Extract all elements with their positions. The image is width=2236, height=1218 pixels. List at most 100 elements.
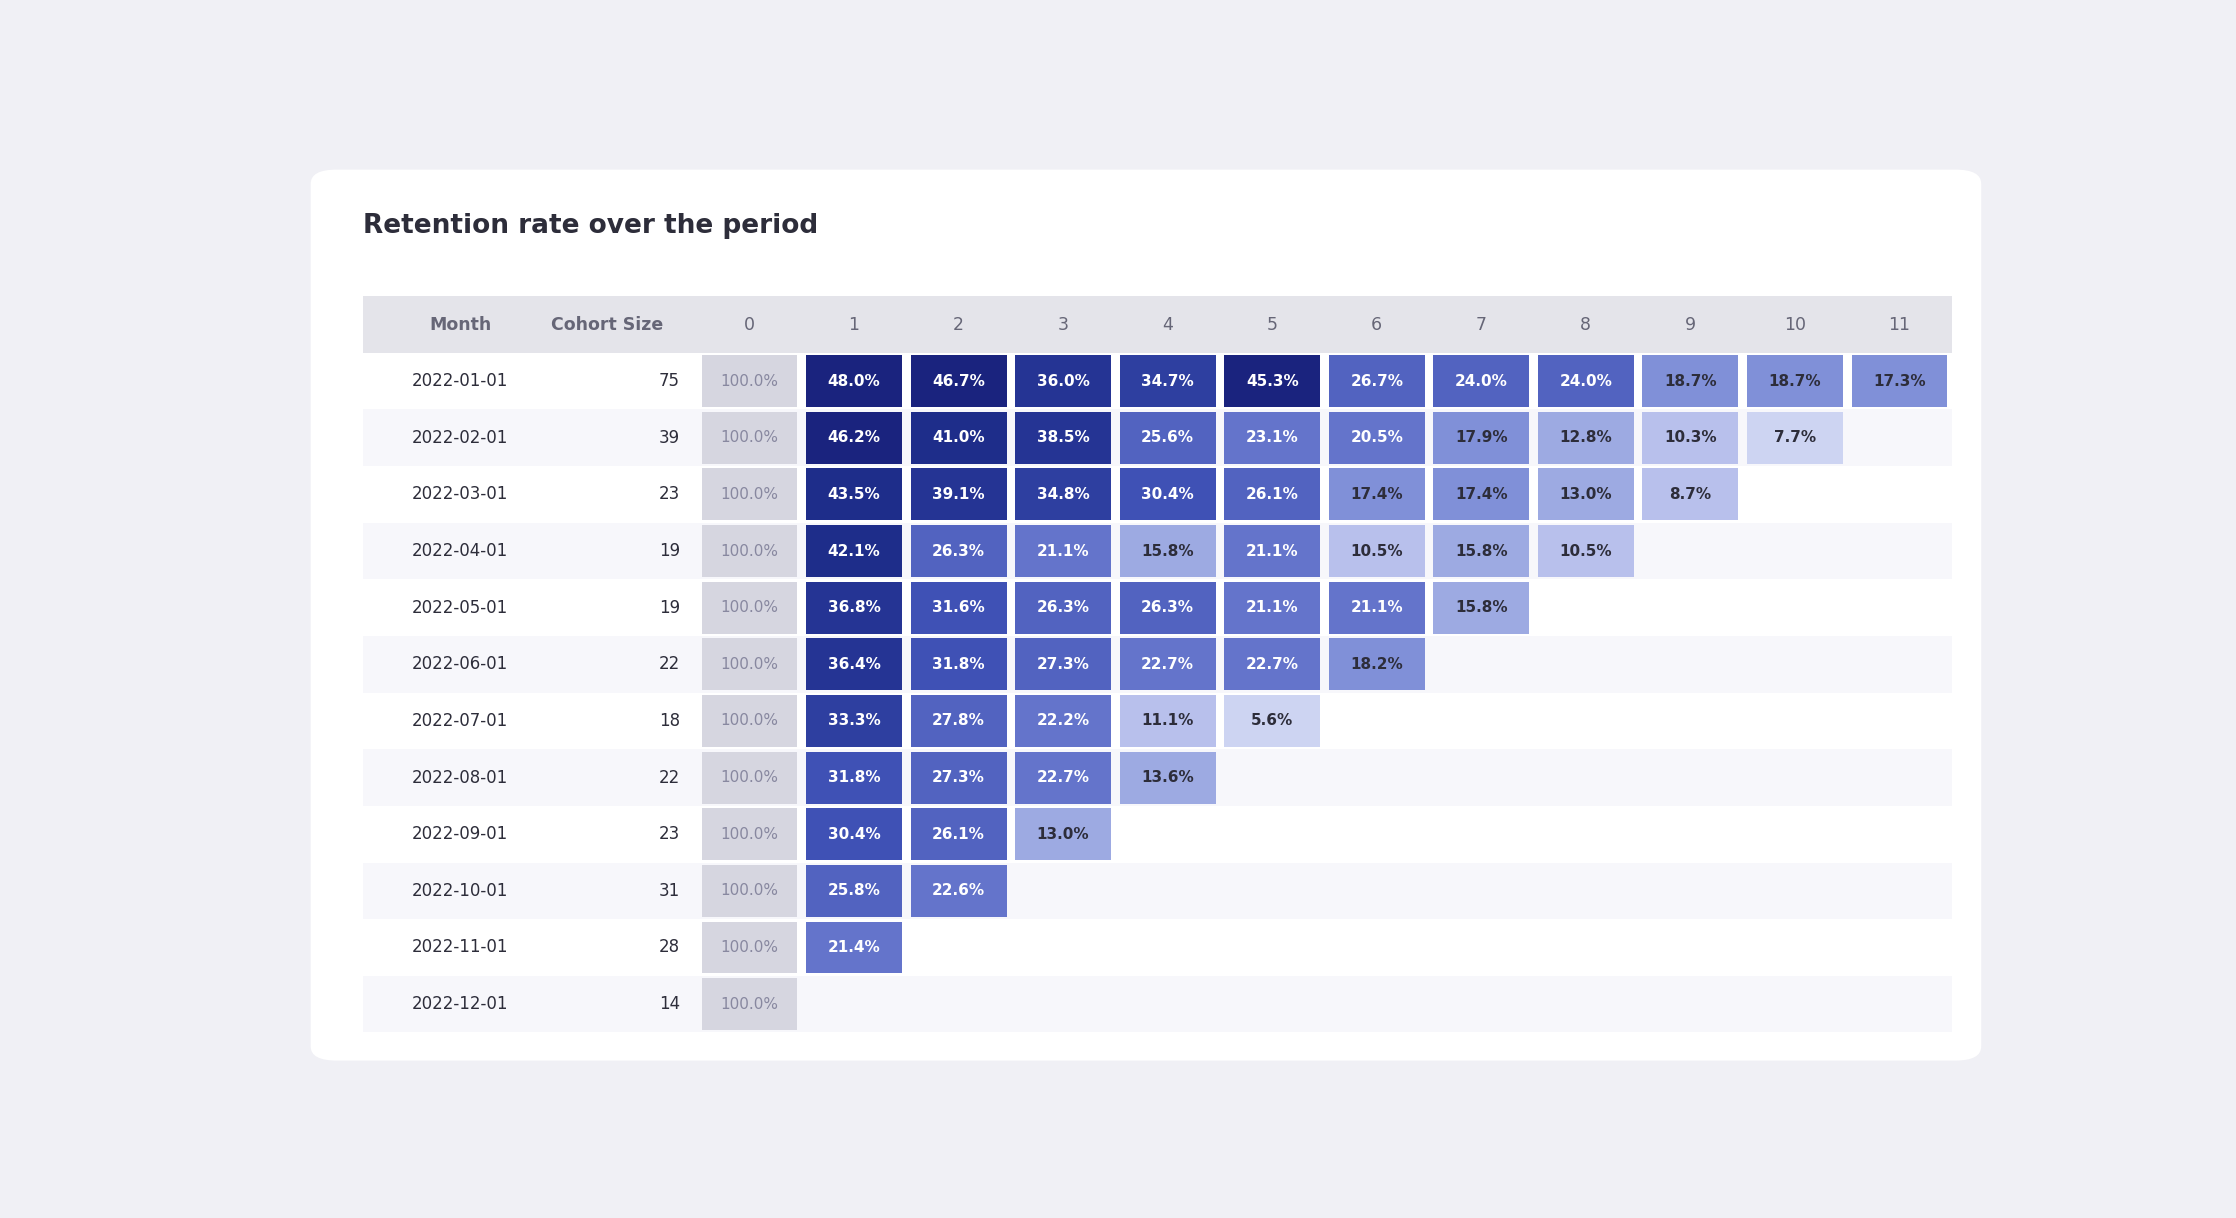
Text: 21.4%: 21.4% bbox=[827, 940, 881, 955]
Text: 17.3%: 17.3% bbox=[1874, 374, 1925, 389]
Text: 31.6%: 31.6% bbox=[932, 600, 984, 615]
Bar bbox=[1225, 356, 1319, 407]
Text: 10.3%: 10.3% bbox=[1664, 430, 1717, 446]
Text: 100.0%: 100.0% bbox=[720, 996, 778, 1012]
Text: 46.7%: 46.7% bbox=[932, 374, 986, 389]
Text: 2022-09-01: 2022-09-01 bbox=[411, 826, 508, 843]
Text: 18.2%: 18.2% bbox=[1351, 657, 1404, 672]
Text: 2: 2 bbox=[953, 315, 964, 334]
Bar bbox=[1538, 525, 1635, 577]
Text: 46.2%: 46.2% bbox=[827, 430, 881, 446]
Text: 14: 14 bbox=[660, 995, 680, 1013]
Bar bbox=[807, 582, 901, 633]
Text: 18.7%: 18.7% bbox=[1664, 374, 1717, 389]
Text: 15.8%: 15.8% bbox=[1456, 543, 1507, 559]
Bar bbox=[910, 638, 1006, 691]
Text: 48.0%: 48.0% bbox=[827, 374, 881, 389]
Text: 8: 8 bbox=[1581, 315, 1592, 334]
Bar bbox=[702, 582, 798, 633]
Text: 8.7%: 8.7% bbox=[1670, 487, 1711, 502]
Bar bbox=[1015, 469, 1111, 520]
Bar bbox=[1746, 356, 1842, 407]
Text: 2022-10-01: 2022-10-01 bbox=[411, 882, 508, 900]
Text: 15.8%: 15.8% bbox=[1456, 600, 1507, 615]
Text: 2022-04-01: 2022-04-01 bbox=[411, 542, 508, 560]
Text: 11.1%: 11.1% bbox=[1143, 714, 1194, 728]
Text: 2022-05-01: 2022-05-01 bbox=[411, 599, 508, 616]
Bar bbox=[910, 582, 1006, 633]
Text: 5.6%: 5.6% bbox=[1252, 714, 1292, 728]
Text: 26.1%: 26.1% bbox=[932, 827, 986, 842]
Text: 27.3%: 27.3% bbox=[1038, 657, 1089, 672]
Text: 100.0%: 100.0% bbox=[720, 543, 778, 559]
Text: 41.0%: 41.0% bbox=[932, 430, 984, 446]
Text: 43.5%: 43.5% bbox=[827, 487, 881, 502]
Bar bbox=[1328, 525, 1424, 577]
Text: 17.9%: 17.9% bbox=[1456, 430, 1507, 446]
Text: 100.0%: 100.0% bbox=[720, 940, 778, 955]
Bar bbox=[702, 809, 798, 860]
Text: Retention rate over the period: Retention rate over the period bbox=[362, 213, 818, 239]
Text: 33.3%: 33.3% bbox=[827, 714, 881, 728]
Bar bbox=[1225, 582, 1319, 633]
Bar bbox=[1643, 412, 1737, 464]
Bar bbox=[807, 922, 901, 973]
Bar bbox=[1851, 356, 1948, 407]
Bar bbox=[702, 978, 798, 1030]
Text: 26.3%: 26.3% bbox=[1140, 600, 1194, 615]
Bar bbox=[1120, 525, 1216, 577]
Text: 5: 5 bbox=[1268, 315, 1277, 334]
Bar bbox=[1015, 638, 1111, 691]
Text: 10.5%: 10.5% bbox=[1351, 543, 1402, 559]
Bar bbox=[910, 469, 1006, 520]
Bar bbox=[1643, 356, 1737, 407]
Text: 6: 6 bbox=[1371, 315, 1382, 334]
Text: 2022-03-01: 2022-03-01 bbox=[411, 486, 508, 503]
Bar bbox=[1225, 469, 1319, 520]
Bar bbox=[1538, 356, 1635, 407]
Bar bbox=[1328, 356, 1424, 407]
Bar bbox=[1538, 469, 1635, 520]
Text: 26.3%: 26.3% bbox=[1038, 600, 1089, 615]
Bar bbox=[807, 412, 901, 464]
Text: 10: 10 bbox=[1784, 315, 1807, 334]
Text: 38.5%: 38.5% bbox=[1038, 430, 1089, 446]
Text: 21.1%: 21.1% bbox=[1351, 600, 1402, 615]
Bar bbox=[702, 638, 798, 691]
Text: 19: 19 bbox=[660, 542, 680, 560]
Bar bbox=[1225, 638, 1319, 691]
Text: 36.4%: 36.4% bbox=[827, 657, 881, 672]
Text: 26.1%: 26.1% bbox=[1245, 487, 1299, 502]
Text: 13.0%: 13.0% bbox=[1558, 487, 1612, 502]
Bar bbox=[1225, 525, 1319, 577]
Bar bbox=[1433, 412, 1529, 464]
Bar bbox=[807, 356, 901, 407]
Text: 2022-01-01: 2022-01-01 bbox=[411, 373, 508, 390]
Text: 100.0%: 100.0% bbox=[720, 714, 778, 728]
Bar bbox=[1120, 582, 1216, 633]
Bar bbox=[1120, 638, 1216, 691]
Bar bbox=[702, 922, 798, 973]
Bar bbox=[807, 638, 901, 691]
Bar bbox=[1120, 695, 1216, 747]
Text: 100.0%: 100.0% bbox=[720, 600, 778, 615]
Text: 11: 11 bbox=[1889, 315, 1910, 334]
Text: 27.3%: 27.3% bbox=[932, 770, 986, 786]
Bar bbox=[1015, 356, 1111, 407]
Bar bbox=[1015, 525, 1111, 577]
Text: 34.7%: 34.7% bbox=[1140, 374, 1194, 389]
Bar bbox=[1015, 752, 1111, 804]
Text: 22: 22 bbox=[660, 655, 680, 674]
Text: 19: 19 bbox=[660, 599, 680, 616]
Bar bbox=[910, 525, 1006, 577]
Text: 2022-07-01: 2022-07-01 bbox=[411, 713, 508, 730]
Bar bbox=[1538, 412, 1635, 464]
Text: 2022-12-01: 2022-12-01 bbox=[411, 995, 508, 1013]
Text: 30.4%: 30.4% bbox=[827, 827, 881, 842]
Text: 100.0%: 100.0% bbox=[720, 827, 778, 842]
Text: 26.7%: 26.7% bbox=[1351, 374, 1404, 389]
Bar bbox=[362, 693, 1952, 749]
Text: 31: 31 bbox=[660, 882, 680, 900]
Text: 17.4%: 17.4% bbox=[1351, 487, 1402, 502]
Bar bbox=[807, 752, 901, 804]
